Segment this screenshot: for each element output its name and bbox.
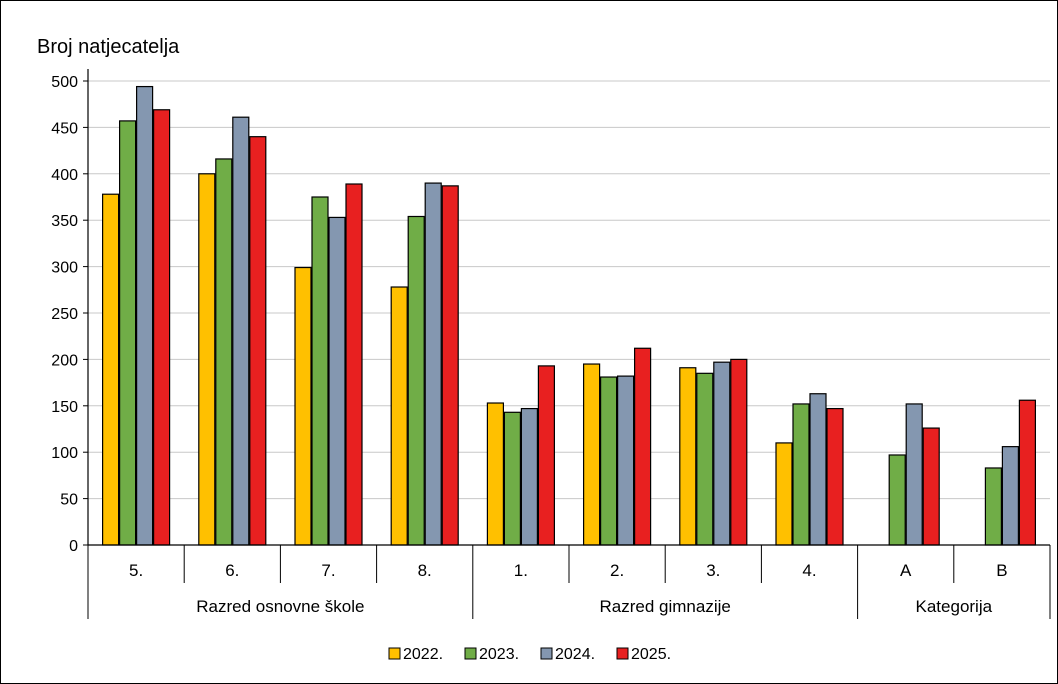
category-label: A: [900, 561, 912, 580]
bar: [424, 182, 442, 546]
legend: 2022. 2023. 2024. 2025.: [388, 646, 671, 663]
y-tick-label: 100: [51, 445, 78, 462]
legend-label: 2024.: [555, 646, 595, 663]
y-axis-ticks: 0 50 100 150 200 250 300 350 400 450 500: [51, 74, 88, 555]
bar: [390, 286, 408, 546]
y-tick-label: 450: [51, 120, 78, 137]
y-tick-label: 200: [51, 352, 78, 369]
bars: [101, 85, 1037, 546]
bar: [249, 136, 267, 546]
x-axis-labels: 5. 6. 7. 8. 1. 2. 3. 4. A B Razred osnovne škole Ra…: [87, 545, 1051, 619]
category-label: 1.: [514, 561, 528, 580]
bar: [232, 116, 250, 546]
category-label: 2.: [610, 561, 624, 580]
legend-label: 2023.: [479, 646, 519, 663]
bar: [537, 365, 556, 546]
y-tick-label: 150: [51, 399, 78, 416]
bar: [118, 120, 137, 546]
bar: [1001, 446, 1020, 546]
bar: [582, 363, 601, 546]
bar: [520, 407, 539, 546]
bar: [633, 347, 652, 546]
bar: [153, 109, 171, 546]
bar: [888, 454, 906, 546]
bar: [441, 185, 459, 546]
category-label: B: [996, 561, 1007, 580]
legend-label: 2025.: [631, 646, 671, 663]
bar: [311, 196, 329, 546]
bar: [198, 173, 216, 546]
category-label: 5.: [129, 561, 143, 580]
category-label: 4.: [802, 561, 816, 580]
bar: [136, 85, 154, 546]
bar: [679, 367, 697, 546]
bar: [730, 358, 748, 546]
legend-swatch: [616, 647, 629, 660]
group-label: Razred osnovne škole: [196, 597, 364, 616]
y-tick-label: 500: [51, 74, 78, 91]
group-label: Kategorija: [916, 597, 993, 616]
category-label: 3.: [706, 561, 720, 580]
bar: [984, 467, 1003, 546]
bar: [486, 402, 504, 546]
category-label: 7.: [321, 561, 335, 580]
y-axis-title: Broj natjecatelja: [37, 36, 180, 58]
y-tick-label: 250: [51, 306, 78, 323]
legend-swatch: [540, 647, 553, 660]
bar: [713, 361, 731, 546]
bar: [826, 407, 844, 546]
y-tick-label: 0: [69, 538, 78, 555]
y-tick-label: 350: [51, 213, 78, 230]
category-label: 6.: [225, 561, 239, 580]
bar: [775, 442, 793, 546]
y-tick-label: 300: [51, 260, 78, 277]
bar: [407, 215, 425, 546]
bar: [905, 403, 923, 546]
y-tick-label: 50: [60, 492, 78, 509]
legend-swatch: [388, 647, 401, 660]
bar: [922, 427, 940, 546]
category-label: 8.: [418, 561, 432, 580]
bar: [101, 193, 120, 546]
y-tick-label: 400: [51, 167, 78, 184]
bar: [616, 375, 635, 546]
group-label: Razred gimnazije: [600, 597, 731, 616]
bar: [345, 183, 363, 546]
bar: [294, 266, 312, 546]
bar: [792, 403, 810, 546]
bar: [503, 411, 521, 546]
bar: [328, 216, 346, 546]
bar: [696, 372, 714, 546]
bar: [599, 376, 618, 546]
legend-label: 2022.: [403, 646, 443, 663]
bar: [809, 393, 827, 546]
legend-swatch: [464, 647, 477, 660]
bar: [215, 158, 233, 546]
bar: [1018, 399, 1037, 546]
